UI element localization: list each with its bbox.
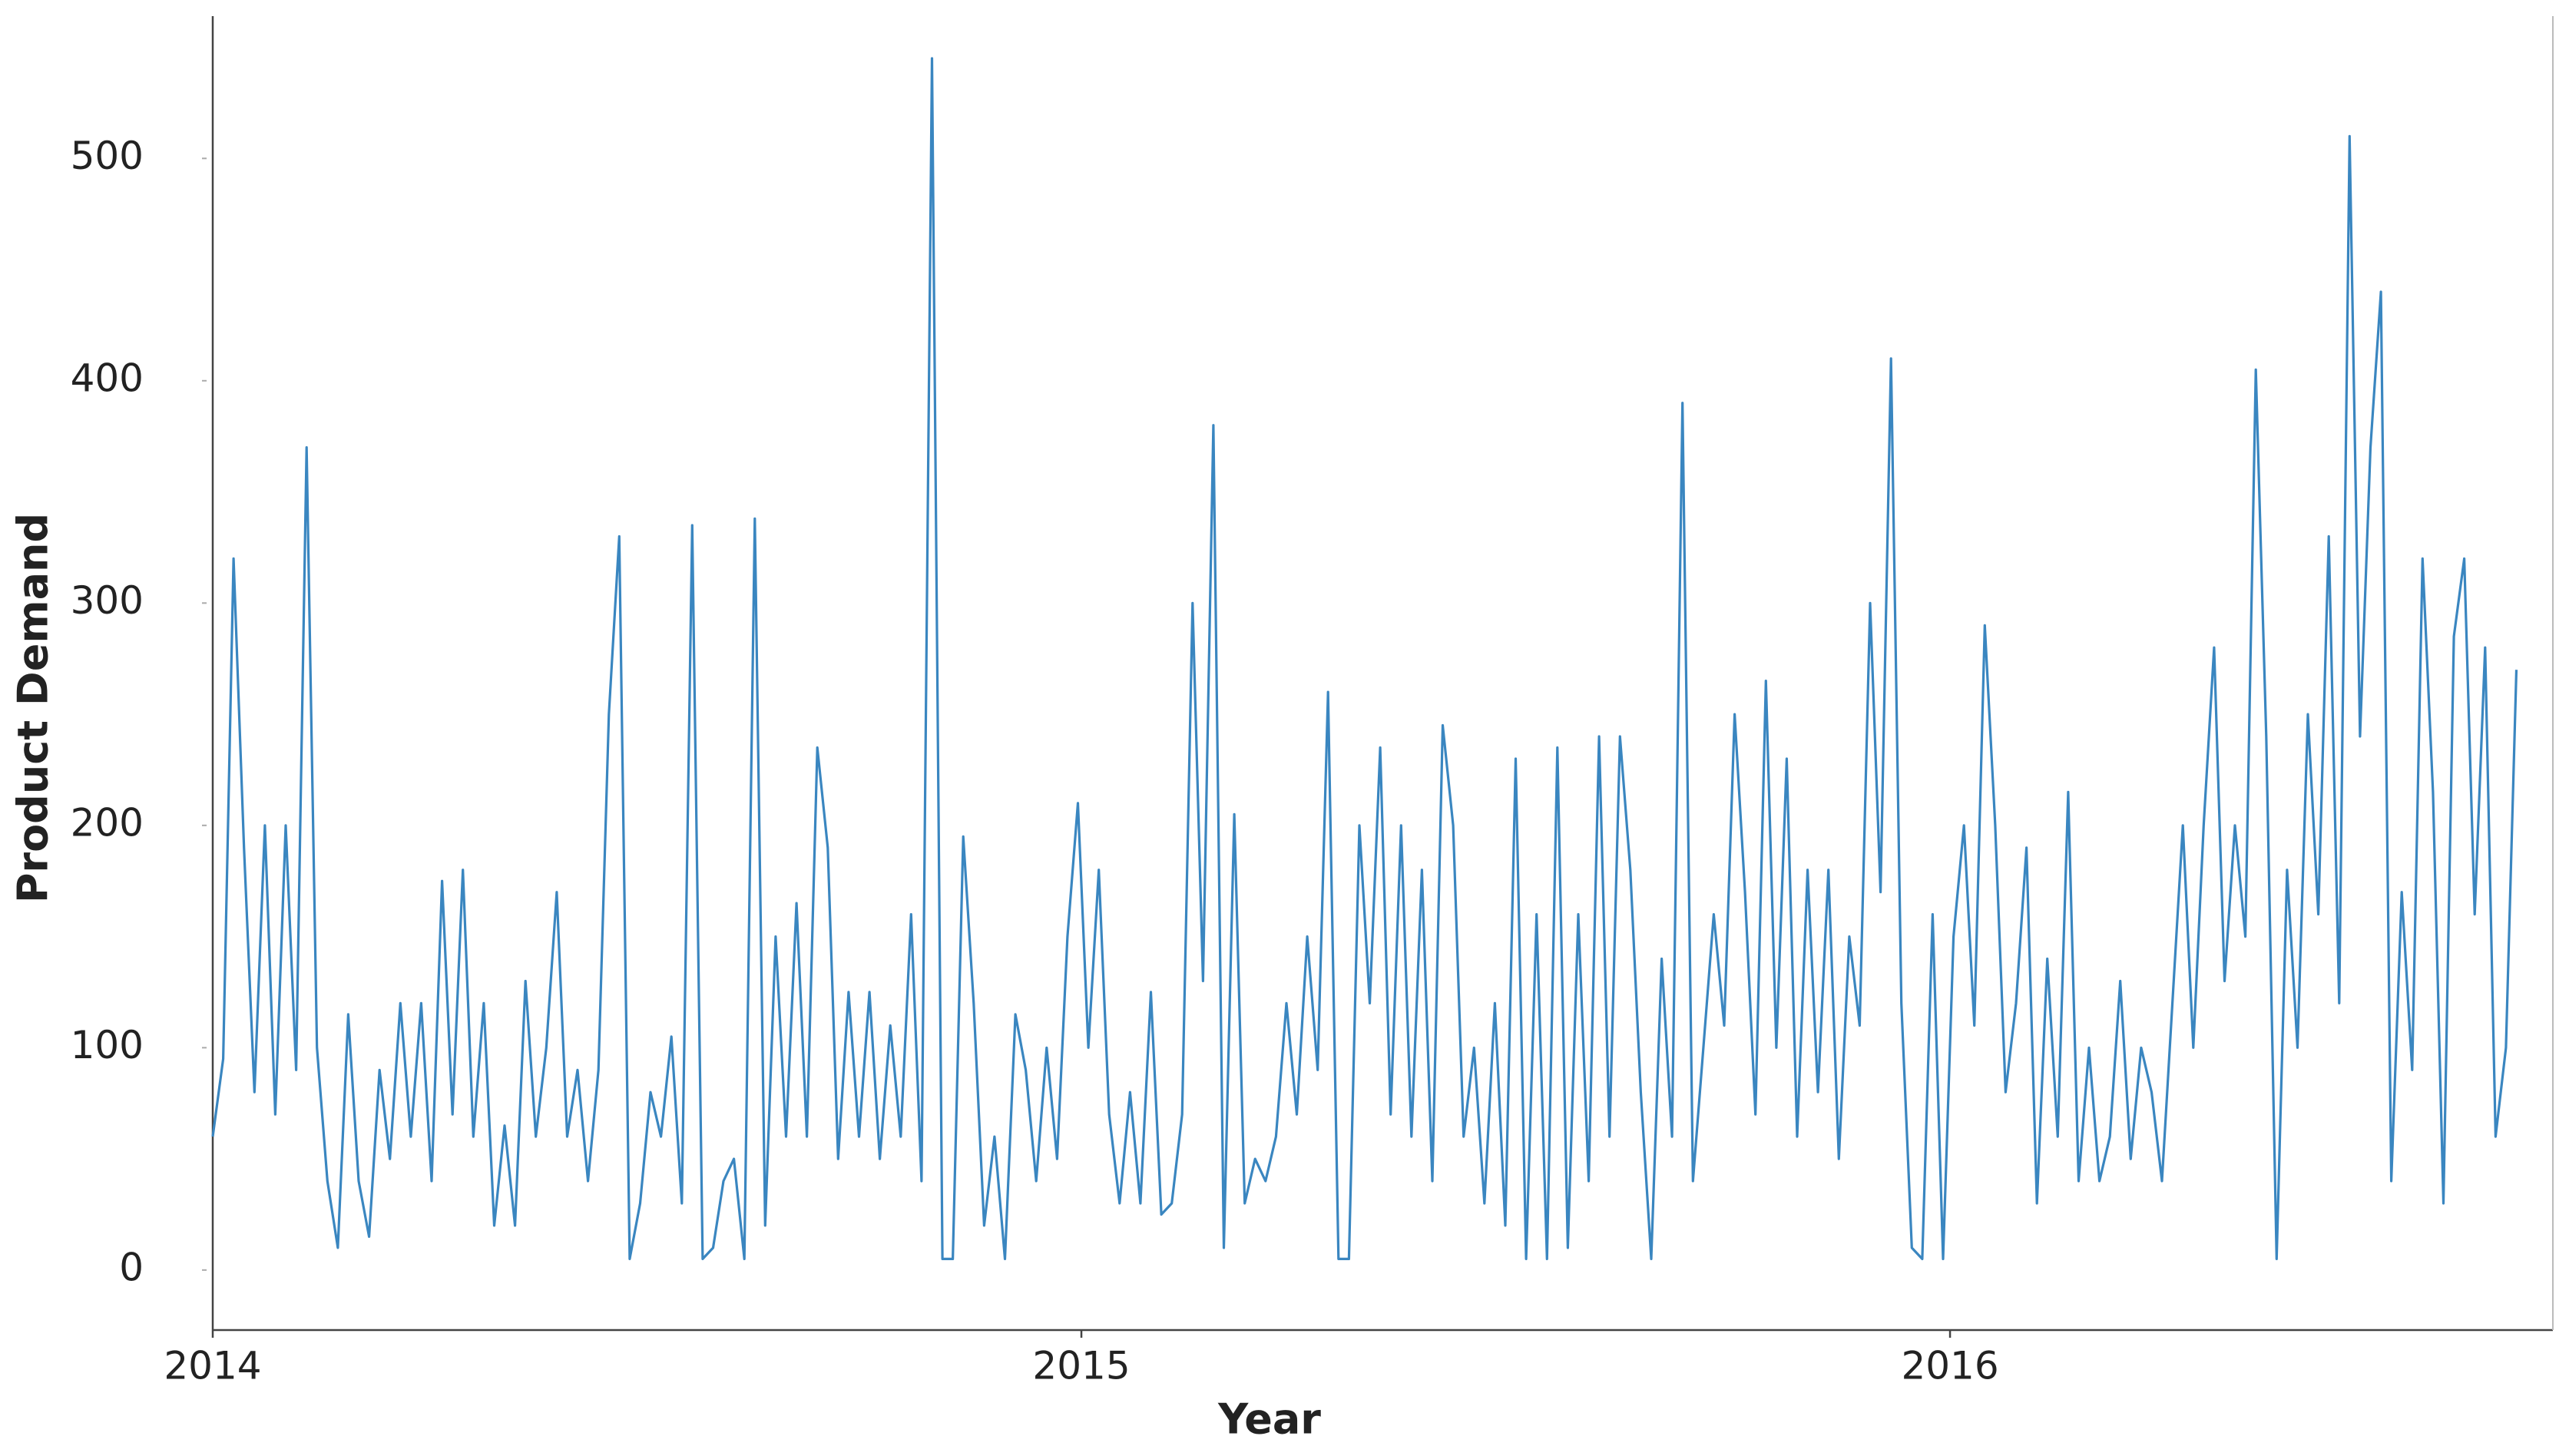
x-tick-label: 2016 [1901,1344,1998,1388]
x-tick-label: 2015 [1032,1344,1130,1388]
y-axis-title: Product Demand [9,513,58,903]
y-tick-label: 200 [71,800,144,845]
y-tick-label: 0 [119,1245,144,1289]
data-line [211,57,2518,1260]
x-axis-title: Year [1217,1395,1321,1444]
x-tick-label: 2014 [164,1344,261,1388]
y-tick-label: 500 [71,134,144,178]
y-tick-label: 400 [71,356,144,400]
y-tick-label: 100 [71,1023,144,1067]
y-tick-label: 300 [71,578,144,623]
